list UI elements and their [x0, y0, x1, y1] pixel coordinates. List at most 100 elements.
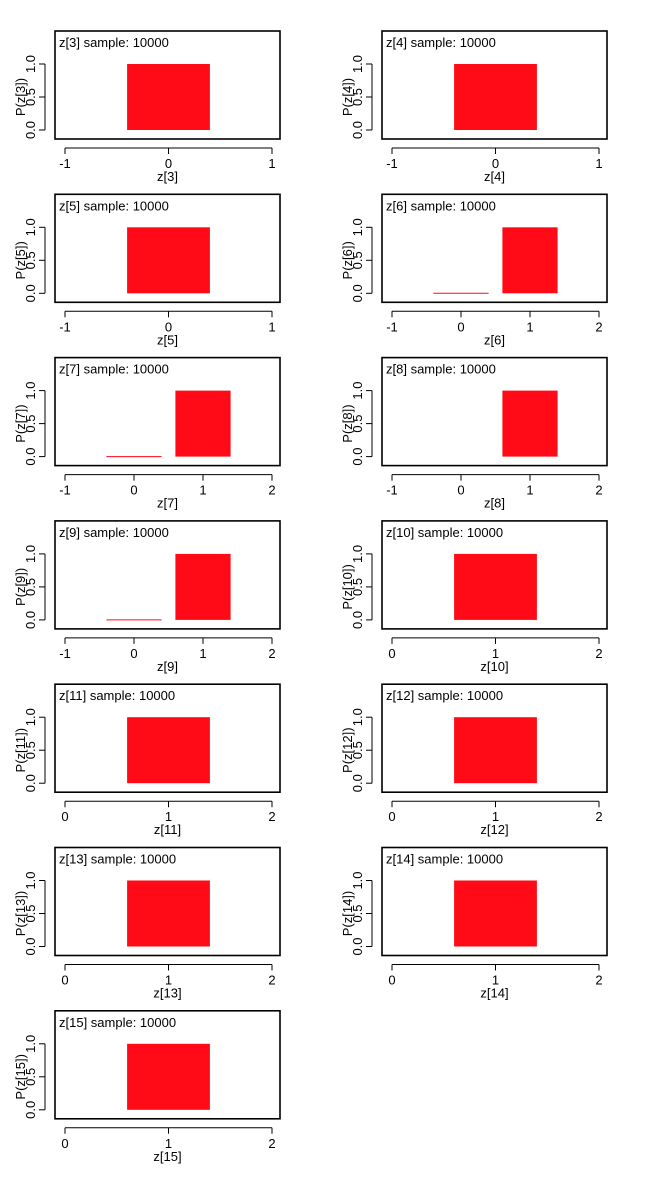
chart-title: z[4] sample: 10000: [386, 35, 496, 50]
chart-title: z[3] sample: 10000: [59, 35, 169, 50]
x-axis-label: z[6]: [484, 332, 505, 347]
x-tick-label: 2: [595, 973, 602, 988]
x-tick-label: 0: [130, 483, 137, 498]
chart-panel: z[10] sample: 10000 0 1 2 z[10] 0.0 0.5 1.0P(z[…: [340, 520, 608, 674]
x-tick-label: 0: [61, 809, 68, 824]
y-tick-label: 1.0: [23, 708, 38, 726]
y-tick-label: 0.5: [350, 415, 365, 433]
y-tick-label: 0.5: [23, 578, 38, 596]
y-tick-label: 0.0: [350, 121, 365, 139]
bar: [175, 390, 231, 457]
plot-frame: [54, 30, 281, 140]
bar: [502, 227, 558, 294]
x-tick-label: 1: [526, 319, 533, 334]
x-tick-label: 0: [61, 973, 68, 988]
x-tick-label: 2: [595, 319, 602, 334]
x-tick-label: 0: [492, 156, 499, 171]
x-tick-label: -1: [59, 646, 71, 661]
chart-title: z[7] sample: 10000: [59, 362, 169, 377]
x-tick-label: 1: [268, 156, 275, 171]
bar: [502, 390, 558, 457]
plot-frame: [54, 520, 281, 630]
x-tick-label: 0: [165, 156, 172, 171]
x-tick-label: -1: [386, 156, 398, 171]
chart-panel: z[9] sample: 10000 -1 0 1 2 z[9] 0.0 0.5 1.0 P(z[…: [13, 520, 281, 674]
bar: [454, 553, 537, 620]
x-axis-label: z[14]: [480, 986, 508, 1001]
x-tick-label: 1: [595, 156, 602, 171]
x-tick-label: 2: [268, 1136, 275, 1151]
x-tick-label: 0: [388, 809, 395, 824]
y-tick-label: 0.0: [350, 774, 365, 792]
chart-panel: z[4] sample: 10000 -1 0 1 z[4] 0.0 0.5 1.0 P(z[4…: [340, 30, 608, 184]
chart-panel: z[15] sample: 10000 0 1 2 z[15] 0.0 0.5 1.0P(z[…: [13, 1009, 281, 1164]
bar: [127, 64, 210, 130]
bar: [127, 717, 210, 784]
plot-frame: [54, 683, 281, 794]
chart-title: z[10] sample: 10000: [386, 525, 503, 540]
x-tick-label: -1: [59, 156, 71, 171]
x-tick-label: 1: [526, 483, 533, 498]
y-tick-label: 0.0: [350, 448, 365, 466]
y-tick-label: 1.0: [350, 545, 365, 563]
chart-title: z[6] sample: 10000: [386, 198, 496, 213]
plot-frame: [381, 683, 608, 794]
y-tick-label: 0.0: [23, 937, 38, 955]
y-tick-label: 0.5: [23, 741, 38, 759]
bar: [454, 880, 537, 947]
bar: [454, 717, 537, 784]
x-tick-label: 0: [165, 319, 172, 334]
bar: [127, 1043, 210, 1110]
x-axis-label: z[3]: [157, 169, 178, 184]
y-axis-label: P(z[8]): [340, 404, 355, 442]
y-axis-label: P(z[10]): [340, 564, 355, 610]
x-tick-label: 0: [457, 483, 464, 498]
plot-frame: [381, 846, 608, 957]
y-tick-label: 0.5: [350, 88, 365, 106]
y-tick-label: 0.0: [23, 121, 38, 139]
y-axis-label: P(z[13]): [13, 891, 28, 937]
chart-title: z[8] sample: 10000: [386, 362, 496, 377]
y-tick-label: 0.5: [23, 415, 38, 433]
y-tick-label: 0.5: [23, 251, 38, 269]
chart-panel: z[12] sample: 10000 0 1 2 z[12] 0.0 0.5 1.0P(z[…: [340, 683, 608, 837]
y-tick-label: 0.0: [23, 611, 38, 629]
y-tick-label: 0.5: [23, 1068, 38, 1086]
chart-panel: z[13] sample: 10000 0 1 2 z[13] 0.0 0.5 1.0 P(z[…: [13, 846, 281, 1001]
plot-frame: [381, 356, 608, 467]
y-tick-label: 1.0: [350, 382, 365, 400]
chart-panel: z[14] sample: 10000 0 1 2 z[14] 0.0 0.5 1.0 P(z[…: [340, 846, 608, 1001]
x-tick-label: 1: [492, 809, 499, 824]
plot-frame: [381, 193, 608, 304]
y-axis-label: P(z[3]): [13, 78, 28, 116]
plot-frame: [381, 520, 608, 630]
x-tick-label: 1: [492, 646, 499, 661]
x-axis-label: z[15]: [153, 1149, 181, 1164]
chart-title: z[15] sample: 10000: [59, 1015, 176, 1030]
y-axis-label: P(z[11]): [13, 728, 28, 773]
x-tick-label: 2: [268, 646, 275, 661]
y-tick-label: 1.0: [350, 55, 365, 73]
x-tick-label: 2: [268, 483, 275, 498]
y-tick-label: 0.0: [23, 284, 38, 302]
chart-panel: z[11] sample: 10000 0 1 2 z[11] 0.0 0.5 1.0 P(z[…: [13, 683, 281, 837]
chart-panel: z[7] sample: 10000 -1 0 1 2 z[7] 0.0 0.5 1.0 P(z[…: [13, 356, 281, 511]
y-tick-label: 0.5: [23, 88, 38, 106]
y-tick-label: 0.5: [350, 741, 365, 759]
y-tick-label: 1.0: [350, 871, 365, 889]
x-tick-label: 1: [165, 1136, 172, 1151]
x-axis-label: z[11]: [154, 822, 181, 837]
y-tick-label: 1.0: [23, 382, 38, 400]
chart-panel: z[3] sample: 10000 -1 0 1 z[3] 0.0 0.5 1.0 P(z[3…: [13, 30, 281, 184]
y-tick-label: 0.0: [23, 448, 38, 466]
y-tick-label: 1.0: [23, 1035, 38, 1053]
chart-panel: z[5] sample: 10000 -1 0 1 z[5] 0.0 0.5 1.0 P(z[5…: [13, 193, 281, 347]
x-tick-label: 1: [199, 483, 206, 498]
y-tick-label: 1.0: [23, 55, 38, 73]
y-tick-label: 0.0: [350, 937, 365, 955]
x-axis-label: z[8]: [484, 496, 505, 511]
plot-frame: [54, 1009, 281, 1120]
y-tick-label: 0.0: [350, 611, 365, 629]
y-tick-label: 0.5: [350, 904, 365, 922]
